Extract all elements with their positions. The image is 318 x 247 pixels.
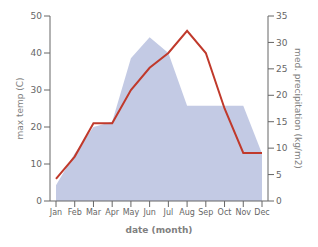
svg-text:Nov: Nov <box>235 208 251 217</box>
svg-text:0: 0 <box>36 196 42 206</box>
svg-text:50: 50 <box>31 11 43 21</box>
svg-text:Apr: Apr <box>105 208 120 217</box>
svg-text:Sep: Sep <box>198 208 213 217</box>
svg-text:30: 30 <box>276 38 288 48</box>
svg-text:35: 35 <box>276 11 287 21</box>
svg-text:med. precipitation (kg/m2): med. precipitation (kg/m2) <box>293 48 303 169</box>
svg-text:date (month): date (month) <box>126 225 193 235</box>
svg-text:max temp (C): max temp (C) <box>15 77 25 139</box>
svg-text:25: 25 <box>276 64 287 74</box>
svg-text:10: 10 <box>31 159 43 169</box>
svg-text:0: 0 <box>276 196 282 206</box>
svg-text:40: 40 <box>31 48 43 58</box>
svg-text:May: May <box>123 208 140 217</box>
svg-text:5: 5 <box>276 170 282 180</box>
svg-text:Feb: Feb <box>68 208 82 217</box>
svg-text:20: 20 <box>31 122 43 132</box>
svg-text:Jul: Jul <box>163 208 174 217</box>
svg-text:Oct: Oct <box>218 208 232 217</box>
svg-text:Jun: Jun <box>142 208 156 217</box>
svg-text:30: 30 <box>31 85 43 95</box>
svg-text:Mar: Mar <box>86 208 102 217</box>
svg-text:10: 10 <box>276 143 288 153</box>
svg-text:Dec: Dec <box>254 208 269 217</box>
svg-text:Jan: Jan <box>49 208 62 217</box>
svg-text:20: 20 <box>276 90 288 100</box>
svg-text:15: 15 <box>276 117 287 127</box>
svg-text:Aug: Aug <box>179 208 195 217</box>
